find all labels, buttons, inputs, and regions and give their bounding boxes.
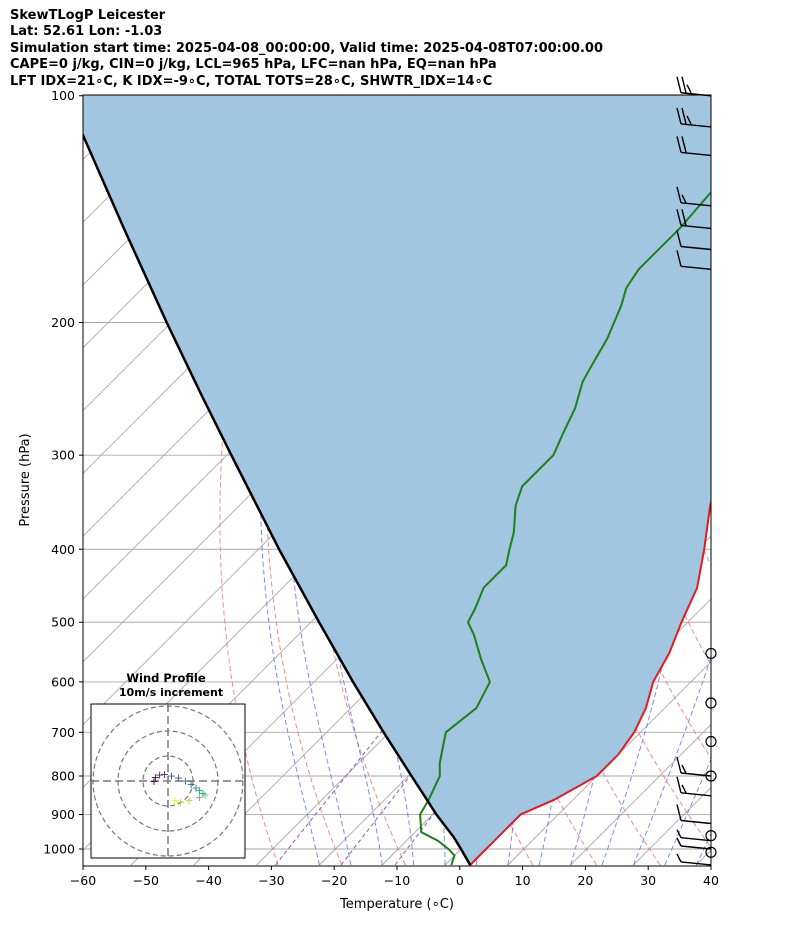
- x-tick-label: 40: [703, 873, 719, 888]
- isotherm-line: [759, 96, 794, 865]
- hodograph-point: +: [181, 774, 190, 787]
- x-tick-label: −50: [133, 873, 159, 888]
- x-tick-label: −20: [321, 873, 347, 888]
- parcel-line: [83, 132, 472, 866]
- sounding-lines: [83, 95, 711, 866]
- hodograph-point: +: [191, 781, 200, 794]
- header-cape: CAPE=0 j/kg, CIN=0 j/kg, LCL=965 hPa, LF…: [10, 57, 497, 73]
- chart-header: SkewTLogP Leicester Lat: 52.61 Lon: -1.0…: [10, 8, 603, 90]
- calm-wind-circle: [705, 697, 717, 709]
- y-tick-label: 800: [51, 769, 75, 784]
- hodograph-point: +: [170, 794, 179, 807]
- header-times: Simulation start time: 2025-04-08_00:00:…: [10, 40, 603, 56]
- wind-barb: [676, 837, 712, 850]
- hodograph-point: +: [155, 769, 164, 782]
- axis-ticks: −60 −50 −40 −30 −20 −10 0 10 20 30 40 100 200 300 400 5…: [43, 88, 719, 888]
- hodograph-point: +: [160, 768, 169, 781]
- wind-barb: [676, 136, 712, 157]
- hodograph-point: +: [149, 775, 158, 788]
- hodograph-point: +: [195, 784, 204, 797]
- moist-adiabat-line: [664, 758, 711, 866]
- dewpoint-line: [419, 190, 711, 866]
- wind-barbs: [676, 76, 717, 866]
- calm-wind-circle: [705, 647, 717, 660]
- wind-barb: [676, 250, 712, 271]
- temperature-line: [469, 498, 711, 866]
- hodograph-point: +: [174, 772, 183, 785]
- calm-wind-circle: [705, 735, 717, 748]
- moist-adiabat-line: [601, 95, 684, 866]
- wind-barb: [676, 853, 712, 866]
- hodograph-inset: ++++++++++++++++: [90, 703, 246, 859]
- dry-adiabat-line: [744, 96, 794, 865]
- wind-barb: [676, 829, 712, 842]
- x-tick-label: 30: [640, 873, 656, 888]
- x-axis-label: Temperature (∘C): [339, 897, 454, 912]
- x-tick-label: 0: [456, 873, 464, 888]
- x-tick-label: −60: [70, 873, 96, 888]
- y-tick-label: 400: [51, 542, 75, 557]
- hodograph-point: +: [195, 791, 204, 804]
- y-tick-label: 900: [51, 807, 75, 822]
- hodograph-point: +: [184, 794, 193, 807]
- y-tick-label: 500: [51, 615, 75, 630]
- x-tick-label: −30: [258, 873, 284, 888]
- hodograph-title: Wind Profile: [126, 671, 206, 685]
- wind-barb: [676, 230, 712, 251]
- isotherm-line: [507, 661, 711, 866]
- dry-adiabat-line: [777, 96, 794, 865]
- header-indices: LFT IDX=21∘C, K IDX=-9∘C, TOTAL TOTS=28∘…: [10, 73, 493, 89]
- hodograph-point: +: [167, 769, 176, 782]
- wind-barb: [676, 76, 712, 97]
- wind-barb: [676, 776, 712, 797]
- x-tick-label: 20: [577, 873, 593, 888]
- wind-barb: [676, 209, 712, 230]
- wind-barb: [676, 804, 712, 825]
- hodograph-subtitle: 10m/s increment: [119, 686, 223, 699]
- header-location: Lat: 52.61 Lon: -1.03: [10, 24, 163, 40]
- moist-adiabat-line: [632, 655, 711, 866]
- calm-wind-circle: [705, 846, 717, 858]
- isotherm-line: [570, 723, 711, 866]
- header-title: SkewTLogP Leicester: [10, 8, 166, 23]
- calm-wind-circle: [705, 770, 717, 782]
- hodograph-point: +: [186, 778, 195, 791]
- x-tick-label: −10: [384, 873, 410, 888]
- hodograph-plot: ++++++++++++++++: [91, 704, 245, 858]
- y-tick-label: 700: [51, 725, 75, 740]
- x-tick-label: −40: [195, 873, 221, 888]
- y-tick-label: 200: [51, 315, 75, 330]
- y-tick-label: 1000: [43, 842, 75, 857]
- x-tick-label: 10: [515, 873, 531, 888]
- cape-cin-fill: [83, 95, 711, 865]
- calm-wind-circle: [705, 830, 717, 842]
- hodograph-point: +: [200, 788, 209, 801]
- y-axis-label: Pressure (hPa): [18, 433, 33, 526]
- hodograph-point: +: [176, 795, 185, 808]
- y-tick-label: 100: [51, 88, 75, 103]
- wind-barb: [676, 186, 712, 207]
- dry-adiabat-line: [712, 96, 794, 865]
- hodograph-point: +: [198, 787, 207, 800]
- y-tick-label: 600: [51, 674, 75, 689]
- isotherm-line: [83, 95, 85, 98]
- y-tick-label: 300: [51, 448, 75, 463]
- hodograph-point: +: [151, 771, 160, 784]
- wind-barb: [676, 107, 712, 128]
